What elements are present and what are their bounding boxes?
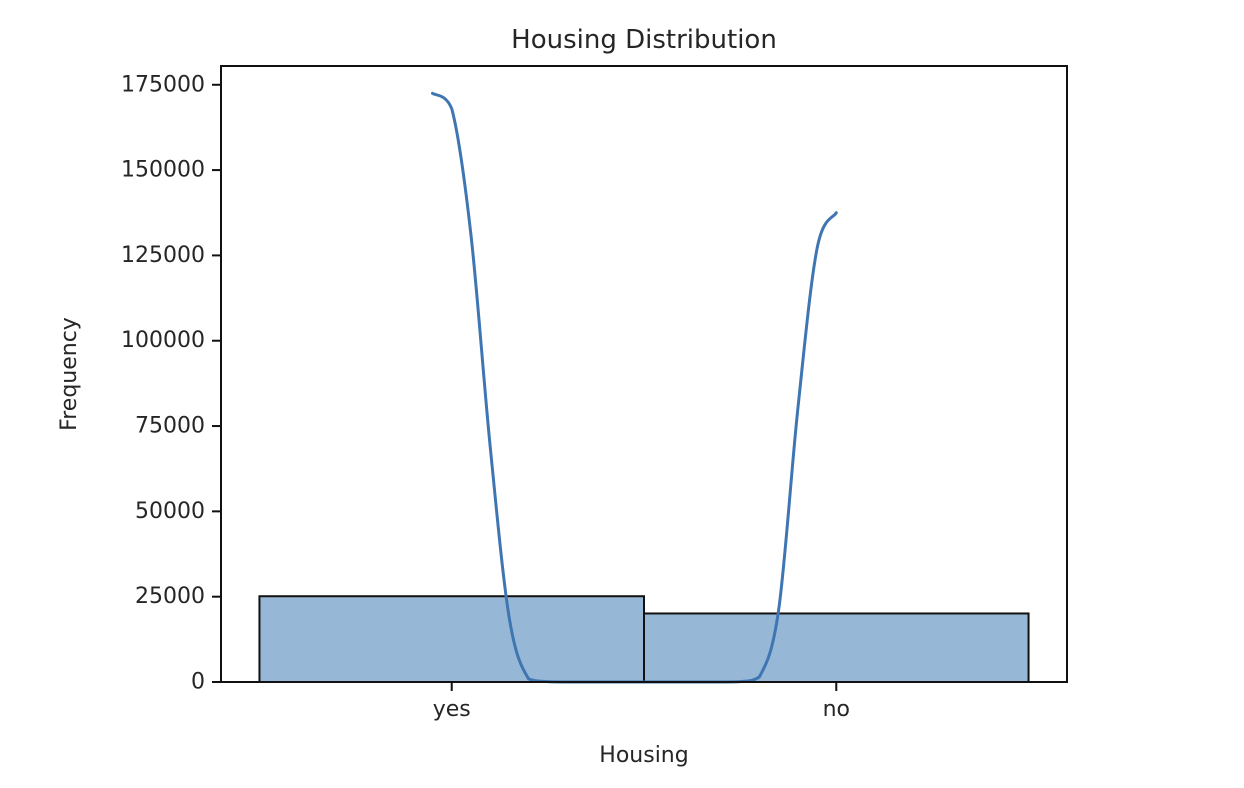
plot-frame: [220, 65, 1068, 683]
y-tick-label: 50000: [135, 499, 205, 524]
x-axis: yes no: [433, 682, 850, 722]
chart-title: Housing Distribution: [511, 25, 777, 55]
kde-line: [431, 91, 838, 684]
y-tick-label: 150000: [121, 158, 205, 183]
x-axis-label: Housing: [599, 743, 688, 768]
x-tick-label: yes: [433, 697, 471, 722]
y-tick-label: 75000: [135, 414, 205, 439]
bar-no: [643, 612, 1030, 684]
bars-layer: [258, 595, 1030, 684]
bar-yes: [258, 595, 645, 684]
y-axis: 0 25000 50000 75000 100000 125000 150000 175000: [121, 72, 221, 695]
y-tick-label: 100000: [121, 328, 205, 353]
y-tick-label: 25000: [135, 584, 205, 609]
y-tick-label: 175000: [121, 72, 205, 97]
y-axis-label: Frequency: [57, 317, 82, 431]
y-tick-label: 0: [191, 670, 205, 695]
y-tick-label: 125000: [121, 243, 205, 268]
x-tick-label: no: [823, 697, 850, 722]
kde-layer: [431, 91, 838, 684]
